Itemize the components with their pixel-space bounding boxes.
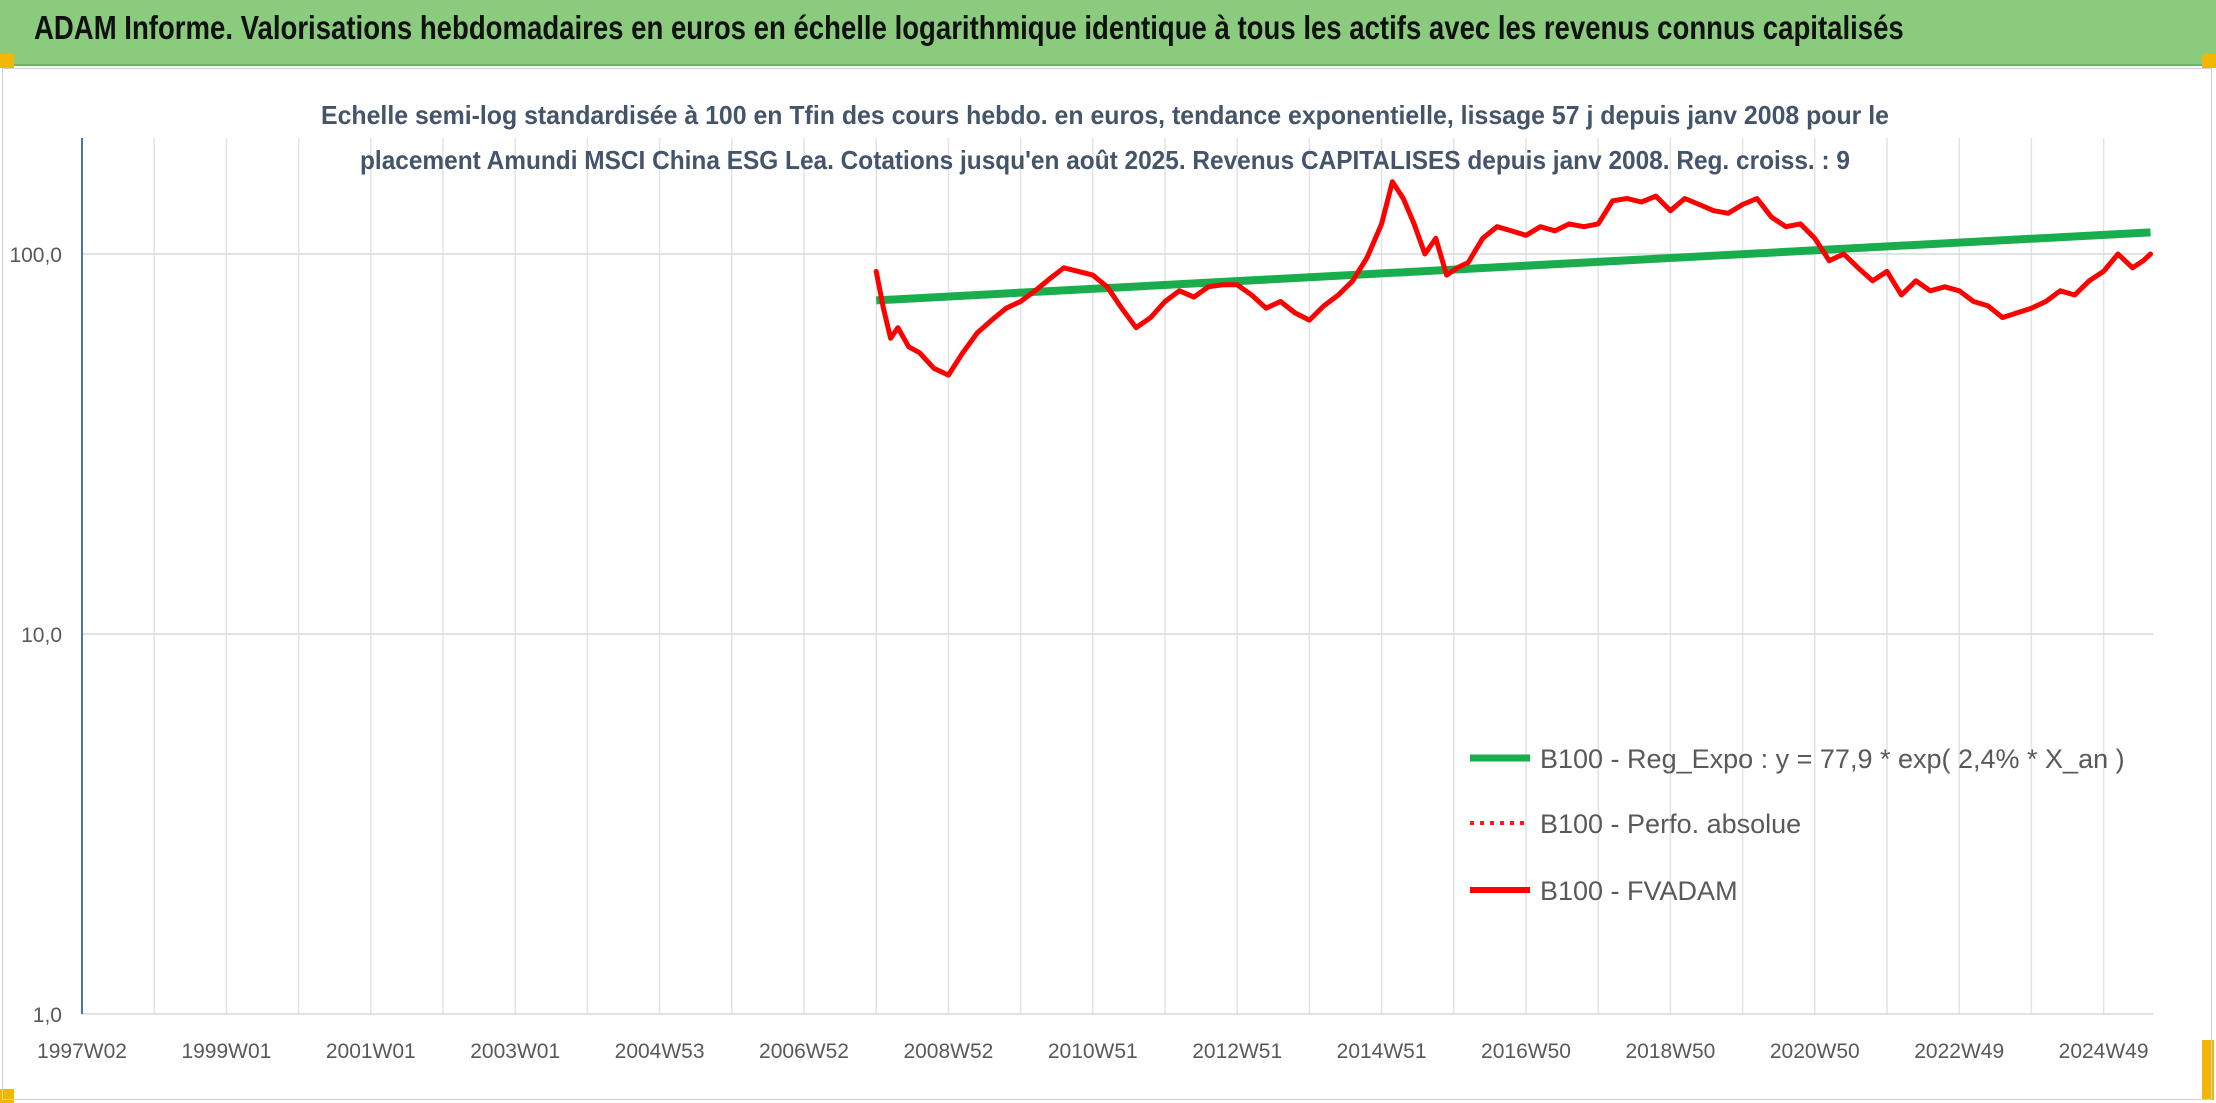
report-banner: ADAM Informe. Valorisations hebdomadaire… — [0, 0, 2216, 66]
x-tick-label-6: 2008W52 — [903, 1040, 993, 1063]
corner-marker-top-right — [2202, 54, 2216, 68]
x-tick-label-7: 2010W51 — [1048, 1040, 1138, 1063]
legend-item-fvadam-label: B100 - FVADAM — [1540, 876, 1738, 906]
y-tick-labels: 1,0 10,0 100,0 — [9, 244, 62, 1027]
x-tick-label-12: 2020W50 — [1770, 1040, 1860, 1063]
x-tick-label-8: 2012W51 — [1192, 1040, 1282, 1063]
x-tick-labels: 1997W02 1999W01 2001W01 2003W01 2004W53 2006W… — [37, 1040, 2149, 1063]
x-tick-label-1: 1999W01 — [181, 1040, 271, 1063]
x-tick-label-14: 2024W49 — [2059, 1040, 2149, 1063]
y-tick-label-2: 100,0 — [9, 244, 62, 267]
x-tick-label-9: 2014W51 — [1337, 1040, 1427, 1063]
chart-frame — [2, 68, 2212, 1100]
x-tick-label-2: 2001W01 — [326, 1040, 416, 1063]
series-fvadam-line — [873, 179, 2153, 378]
legend-item-fvadam: B100 - FVADAM — [1470, 876, 1738, 906]
chart-grid — [81, 138, 2153, 1015]
corner-marker-top-left — [0, 54, 14, 68]
y-tick-label-0: 1,0 — [33, 1004, 62, 1027]
chart-legend: B100 - Reg_Expo : y = 77,9 * exp( 2,4% *… — [1470, 744, 2125, 906]
x-tick-label-13: 2022W49 — [1914, 1040, 2004, 1063]
chart-subtitle-line-2: placement Amundi MSCI China ESG Lea. Cot… — [360, 145, 1850, 175]
x-tick-label-3: 2003W01 — [470, 1040, 560, 1063]
x-tick-label-5: 2006W52 — [759, 1040, 849, 1063]
legend-item-regression: B100 - Reg_Expo : y = 77,9 * exp( 2,4% *… — [1470, 744, 2125, 774]
chart-subtitle-line-1: Echelle semi-log standardisée à 100 en T… — [321, 100, 1889, 130]
report-title: ADAM Informe. Valorisations hebdomadaire… — [34, 9, 1904, 46]
x-tick-label-10: 2016W50 — [1481, 1040, 1571, 1063]
series-regression-line — [875, 228, 2151, 305]
y-tick-label-1: 10,0 — [21, 624, 62, 647]
x-tick-label-4: 2004W53 — [615, 1040, 705, 1063]
chart-series — [873, 179, 2153, 378]
legend-item-absolute: B100 - Perfo. absolue — [1470, 809, 1801, 839]
legend-item-regression-label: B100 - Reg_Expo : y = 77,9 * exp( 2,4% *… — [1540, 744, 2125, 774]
x-tick-label-11: 2018W50 — [1625, 1040, 1715, 1063]
x-tick-label-0: 1997W02 — [37, 1040, 127, 1063]
legend-item-absolute-label: B100 - Perfo. absolue — [1540, 809, 1801, 839]
